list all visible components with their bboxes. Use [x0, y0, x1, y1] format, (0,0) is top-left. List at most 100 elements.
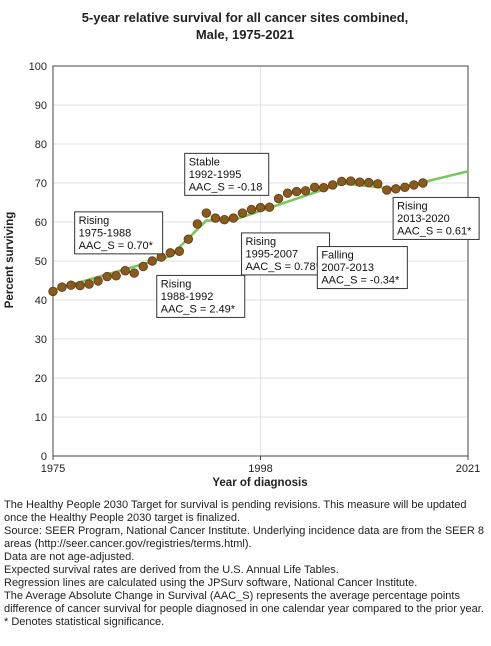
data-point [382, 185, 392, 195]
annotation-line: AAC_S = 0.78* [246, 261, 321, 273]
annotation-box [184, 152, 270, 196]
data-point [373, 179, 383, 189]
data-point [102, 271, 112, 282]
annotation-line: 1975-1988 [79, 227, 132, 239]
annotation-box [392, 196, 480, 240]
footnote-line: The Average Absolute Change in Survival … [4, 590, 484, 615]
annotation-line: 2007-2013 [321, 262, 374, 274]
data-point [336, 176, 347, 187]
annotation-line: AAC_S = -0.34* [321, 275, 400, 287]
data-point [48, 286, 58, 297]
data-point [57, 282, 67, 292]
annotation-line: Rising [246, 236, 277, 248]
annotation-line: 1995-2007 [246, 248, 299, 260]
data-point [282, 188, 293, 198]
footnote-line: Expected survival rates are derived from… [4, 564, 339, 576]
footnote-line: Source: SEER Program, National Cancer In… [4, 525, 484, 550]
data-point [364, 177, 374, 188]
y-tick-label: 60 [35, 217, 47, 229]
data-point [400, 182, 410, 192]
y-tick-label: 70 [35, 178, 47, 190]
data-point [246, 204, 257, 215]
data-point [192, 219, 203, 229]
data-point [75, 280, 85, 291]
y-tick-label: 50 [35, 256, 47, 268]
annotation-line: Falling [321, 250, 353, 262]
annotation-box [316, 246, 408, 290]
annotation-line: 1988-1992 [161, 291, 214, 303]
data-point [183, 234, 194, 244]
plot-frame [52, 65, 469, 457]
y-tick-label: 30 [35, 334, 47, 346]
annotation-line: Rising [161, 278, 192, 290]
data-point [273, 193, 284, 204]
data-point [120, 266, 130, 276]
data-point [318, 182, 329, 193]
y-tick-label: 0 [41, 451, 47, 463]
data-point [291, 186, 302, 197]
y-tick-label: 100 [29, 61, 47, 73]
data-point [147, 256, 157, 266]
footnote-line: Data are not age-adjusted. [4, 551, 135, 563]
data-point [84, 279, 94, 289]
footnote-line: The Healthy People 2030 Target for survi… [4, 499, 467, 524]
x-tick-label: 1998 [248, 463, 272, 475]
data-point [111, 271, 121, 281]
data-point [255, 202, 266, 213]
data-point [165, 248, 175, 258]
annotation-line: AAC_S = 2.49* [161, 303, 236, 315]
chart-title-line-1: 5-year relative survival for all cancer … [82, 10, 409, 25]
data-point [418, 178, 428, 188]
annotation-box [156, 274, 246, 318]
data-point [174, 246, 185, 256]
footnote-line: * Denotes statistical significance. [4, 616, 165, 628]
data-point [309, 182, 320, 192]
data-point [346, 176, 356, 186]
data-point [237, 208, 248, 218]
x-tick-label: 2021 [456, 463, 480, 475]
data-point [391, 184, 401, 194]
observed-points [48, 176, 428, 297]
data-point [219, 214, 230, 225]
y-tick-label: 20 [35, 373, 47, 385]
annotation-box [241, 232, 331, 276]
data-point [409, 180, 419, 190]
annotation-line: Rising [397, 200, 428, 212]
y-tick-label: 80 [35, 139, 47, 151]
y-tick-label: 40 [35, 295, 47, 307]
data-point [138, 261, 148, 272]
annotation-line: AAC_S = 0.70* [79, 240, 154, 252]
data-point [355, 177, 365, 187]
annotation-line: Stable [189, 156, 220, 168]
survival-chart: 5-year relative survival for all cancer … [4, 10, 480, 489]
data-point [129, 268, 139, 278]
data-point [300, 186, 311, 196]
x-tick-label: 1975 [41, 463, 65, 475]
footnote-line: Regression lines are calculated using th… [4, 577, 418, 589]
data-point [264, 202, 275, 212]
chart-title-line-2: Male, 1975-2021 [196, 27, 294, 42]
data-point [327, 180, 338, 190]
y-axis-title: Percent surviving [4, 212, 16, 309]
y-axis-ticks: 0 10 20 30 40 50 60 70 80 90 100 [29, 61, 47, 463]
annotation-line: 2013-2020 [397, 213, 450, 225]
x-axis-ticks: 1975 1998 2021 [41, 456, 480, 475]
x-axis-title: Year of diagnosis [212, 477, 307, 489]
annotation-box [74, 211, 164, 255]
annotation-line: AAC_S = 0.61* [397, 225, 472, 237]
data-point [201, 208, 212, 218]
chart-footnotes: The Healthy People 2030 Target for survi… [4, 499, 488, 629]
data-point [93, 276, 103, 286]
data-point [66, 280, 76, 290]
annotation-line: AAC_S = -0.18 [189, 181, 263, 193]
annotation-line: Rising [79, 215, 110, 227]
y-tick-label: 10 [35, 412, 47, 424]
annotation-line: 1992-1995 [189, 169, 242, 181]
